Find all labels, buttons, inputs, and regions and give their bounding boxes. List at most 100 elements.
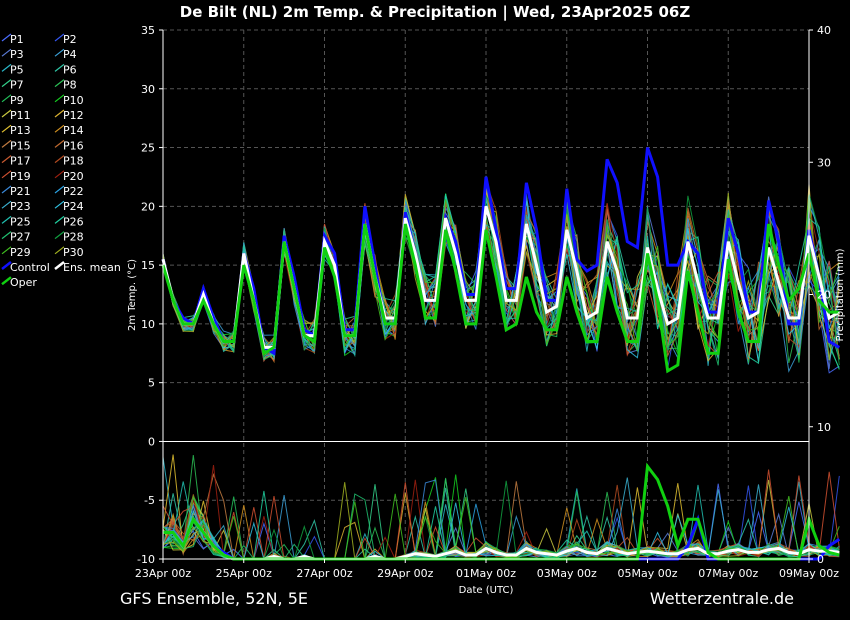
legend-swatch [1,261,12,270]
legend-label: P21 [10,185,31,198]
legend-swatch [54,109,65,118]
legend-label: P11 [10,109,31,122]
legend-swatch [1,139,12,148]
legend-swatch [54,170,65,179]
legend-label: P16 [63,139,84,152]
y-tick-label-right: 40 [817,24,831,37]
y-tick-label-right: 20 [817,289,831,302]
legend-label: Oper [10,276,37,289]
legend-swatch [1,276,12,286]
y-axis-left-label: 2m Temp. (°C) [127,259,138,331]
legend-swatch [54,200,65,209]
y-tick-label-right: 10 [817,421,831,434]
legend-label: P4 [63,48,77,61]
legend-label: P17 [10,155,31,168]
legend-swatch [54,63,65,72]
y-tick-label-left: 25 [141,142,155,155]
x-tick-label: 09May 00z [779,567,839,580]
legend-label: Ens. mean [63,261,121,274]
legend-label: P13 [10,124,31,137]
legend-swatch [54,246,65,255]
legend-swatch [1,94,12,103]
legend-label: P6 [63,63,77,76]
footer-source: GFS Ensemble, 52N, 5E [120,589,308,608]
y-axis-right-label: Precipitation (mm) [835,248,846,341]
y-tick-label-left: 30 [141,83,155,96]
y-tick-label-left: 5 [148,377,155,390]
ensemble-member-lines [162,175,840,560]
legend-swatch [1,33,12,42]
legend-label: P22 [63,185,84,198]
y-tick-label-left: -10 [137,553,155,566]
legend-label: P5 [10,63,24,76]
x-axis-label: Date (UTC) [459,585,514,596]
legend-swatch [54,94,65,103]
legend-swatch [1,215,12,224]
legend-swatch [54,124,65,133]
legend-label: P30 [63,246,84,259]
legend-swatch [1,63,12,72]
y-tick-label-left: 20 [141,200,155,213]
legend-swatch [1,170,12,179]
y-tick-label-left: -5 [144,494,155,507]
legend-label: P1 [10,33,24,46]
legend-label: P8 [63,79,77,92]
oper-temp-line [161,223,840,374]
x-tick-label: 29Apr 00z [377,567,434,580]
legend-swatch [1,48,12,57]
legend-label: P29 [10,246,31,259]
x-tick-label: 07May 00z [698,567,758,580]
legend-label: P23 [10,200,31,213]
x-tick-label: 27Apr 00z [296,567,353,580]
chart-title: De Bilt (NL) 2m Temp. & Precipitation | … [180,3,691,22]
legend-swatch [54,79,65,88]
legend-swatch [1,109,12,118]
x-tick-label: 05May 00z [617,567,677,580]
legend-swatch [54,155,65,164]
legend-label: P12 [63,109,84,122]
y-tick-label-left: 35 [141,24,155,37]
legend-label: P26 [63,215,84,228]
legend-label: P15 [10,139,31,152]
legend-swatch [1,155,12,164]
legend-label: P20 [63,170,84,183]
x-tick-label: 01May 00z [456,567,516,580]
legend-label: P24 [63,200,84,213]
footer-site: Wetterzentrale.de [650,589,794,608]
legend-label: P9 [10,94,24,107]
legend-label: P10 [63,94,84,107]
x-tick-label: 03May 00z [537,567,597,580]
legend-swatch [54,185,65,194]
legend: P1 P2 P3 P4 P5 P6 P7 P8 P9 P10 P11 P12 P13 P14 P15 P16 P… [1,33,121,289]
y-tick-label-left: 0 [148,435,155,448]
legend-swatch [54,33,65,42]
axes: 35 30 25 20 15 10 5 0 -5 -10 40 30 20 10 0 23Apr 00z 25A… [135,24,839,580]
x-tick-label: 23Apr 00z [135,567,192,580]
legend-swatch [54,231,65,240]
legend-label: P2 [63,33,77,46]
legend-swatch [1,124,12,133]
y-tick-label-right: 30 [817,156,831,169]
legend-swatch [54,261,65,270]
legend-swatch [1,231,12,240]
legend-label: P3 [10,48,24,61]
legend-label: P28 [63,231,84,244]
legend-label: P19 [10,170,31,183]
ens-mean-precip-line [163,516,840,561]
y-tick-label-left: 10 [141,318,155,331]
legend-label: P18 [63,155,84,168]
legend-swatch [54,48,65,57]
legend-label: P7 [10,79,24,92]
legend-swatch [1,79,12,88]
legend-swatch [1,246,12,255]
legend-label: Control [10,261,50,274]
legend-swatch [54,215,65,224]
legend-swatch [1,185,12,194]
x-tick-label: 25Apr 00z [216,567,273,580]
legend-label: P14 [63,124,84,137]
y-tick-label-left: 15 [141,259,155,272]
legend-label: P27 [10,231,31,244]
y-tick-label-right: 0 [817,553,824,566]
legend-label: P25 [10,215,31,228]
